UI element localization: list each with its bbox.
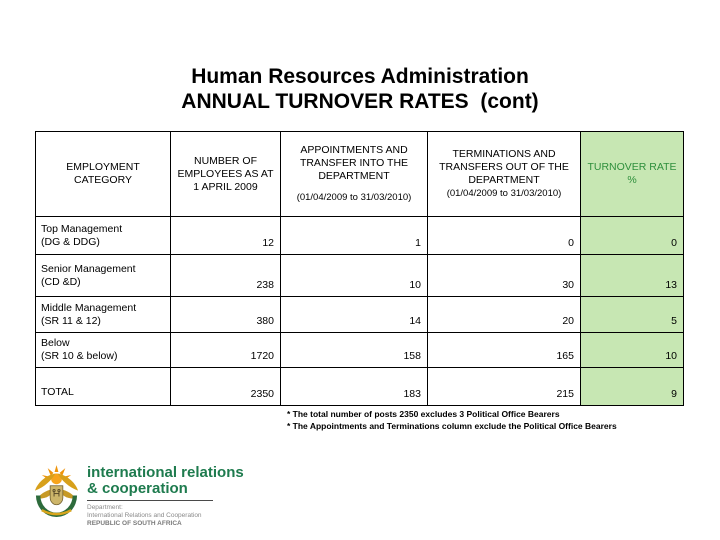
dirco-logo: international relations & cooperation De…: [33, 465, 244, 532]
cell-appointments: 183: [280, 367, 428, 406]
cell-category: Senior Management (CD &D): [35, 254, 171, 297]
cell-terminations: 215: [427, 367, 581, 406]
cell-turnover-rate: 9: [580, 367, 684, 406]
category-label: Below: [41, 337, 70, 349]
category-label: Middle Management: [41, 301, 137, 314]
logo-name-line-1: international relations: [87, 464, 244, 481]
footnotes: * The total number of posts 2350 exclude…: [287, 409, 617, 432]
cell-appointments: 10: [280, 254, 428, 297]
table-row-middle-management: Middle Management (SR 11 & 12) 380 14 20…: [35, 296, 684, 333]
cell-category: Below (SR 10 & below): [35, 332, 171, 368]
category-label: Senior Management: [41, 262, 136, 275]
category-sub-label: (DG & DDG): [41, 235, 100, 248]
footnote-line-2: * The Appointments and Terminations colu…: [287, 420, 617, 431]
logo-country: REPUBLIC OF SOUTH AFRICA: [87, 520, 182, 527]
category-sub-label: (SR 11 & 12): [41, 314, 101, 327]
cell-appointments: 14: [280, 296, 428, 333]
logo-department-name: International Relations and Cooperation: [87, 512, 202, 519]
slide-title: Human Resources Administration ANNUAL TU…: [0, 64, 720, 114]
cell-appointments: 1: [280, 216, 428, 255]
header-terminations-text: TERMINATIONS AND TRANSFERS OUT OF THE DE…: [439, 148, 569, 186]
cell-employees: 12: [170, 216, 281, 255]
cell-turnover-rate: 13: [580, 254, 684, 297]
title-line-1: Human Resources Administration: [191, 65, 529, 88]
cell-appointments: 158: [280, 332, 428, 368]
logo-text-block: international relations & cooperation De…: [87, 465, 244, 528]
header-appointments-text: APPOINTMENTS AND TRANSFER INTO THE DEPAR…: [299, 144, 409, 182]
turnover-table: EMPLOYMENT CATEGORY NUMBER OF EMPLOYEES …: [35, 131, 684, 406]
logo-name-line-2: & cooperation: [87, 480, 188, 497]
category-label: Top Management: [41, 222, 123, 235]
header-appointments-period: (01/04/2009 to 31/03/2010): [296, 192, 412, 203]
header-number-of-employees: NUMBER OF EMPLOYEES AS AT 1 APRIL 2009: [170, 131, 281, 217]
header-terminations-period: (01/04/2009 to 31/03/2010): [446, 188, 562, 199]
cell-terminations: 20: [427, 296, 581, 333]
cell-turnover-rate: 10: [580, 332, 684, 368]
logo-divider: [87, 500, 213, 501]
table-row-top-management: Top Management (DG & DDG) 12 1 0 0: [35, 216, 684, 255]
cell-terminations: 0: [427, 216, 581, 255]
cell-turnover-rate: 0: [580, 216, 684, 255]
cell-terminations: 165: [427, 332, 581, 368]
category-sub-label: (CD &D): [41, 275, 81, 288]
cell-employees: 1720: [170, 332, 281, 368]
table-header-row: EMPLOYMENT CATEGORY NUMBER OF EMPLOYEES …: [35, 131, 684, 217]
header-turnover-rate: TURNOVER RATE %: [580, 131, 684, 217]
table-row-below-sr10: Below (SR 10 & below) 1720 158 165 10: [35, 332, 684, 368]
logo-department-block: Department: International Relations and …: [87, 504, 244, 528]
footnote-line-1: * The total number of posts 2350 exclude…: [287, 409, 560, 419]
title-line-2: ANNUAL TURNOVER RATES (cont): [181, 90, 539, 113]
cell-category: TOTAL: [35, 367, 171, 406]
category-sub-label: (SR 10 & below): [41, 350, 118, 362]
cell-turnover-rate: 5: [580, 296, 684, 333]
header-employment-category: EMPLOYMENT CATEGORY: [35, 131, 171, 217]
logo-department-label: Department:: [87, 504, 123, 511]
table-row-senior-management: Senior Management (CD &D) 238 10 30 13: [35, 254, 684, 297]
cell-employees: 380: [170, 296, 281, 333]
table-row-total: TOTAL 2350 183 215 9: [35, 367, 684, 406]
logo-name: international relations & cooperation: [87, 465, 244, 497]
header-terminations: TERMINATIONS AND TRANSFERS OUT OF THE DE…: [427, 131, 581, 217]
cell-category: Top Management (DG & DDG): [35, 216, 171, 255]
cell-category: Middle Management (SR 11 & 12): [35, 296, 171, 333]
cell-employees: 238: [170, 254, 281, 297]
header-appointments: APPOINTMENTS AND TRANSFER INTO THE DEPAR…: [280, 131, 428, 217]
cell-terminations: 30: [427, 254, 581, 297]
cell-employees: 2350: [170, 367, 281, 406]
south-africa-coat-of-arms-icon: [33, 465, 80, 532]
